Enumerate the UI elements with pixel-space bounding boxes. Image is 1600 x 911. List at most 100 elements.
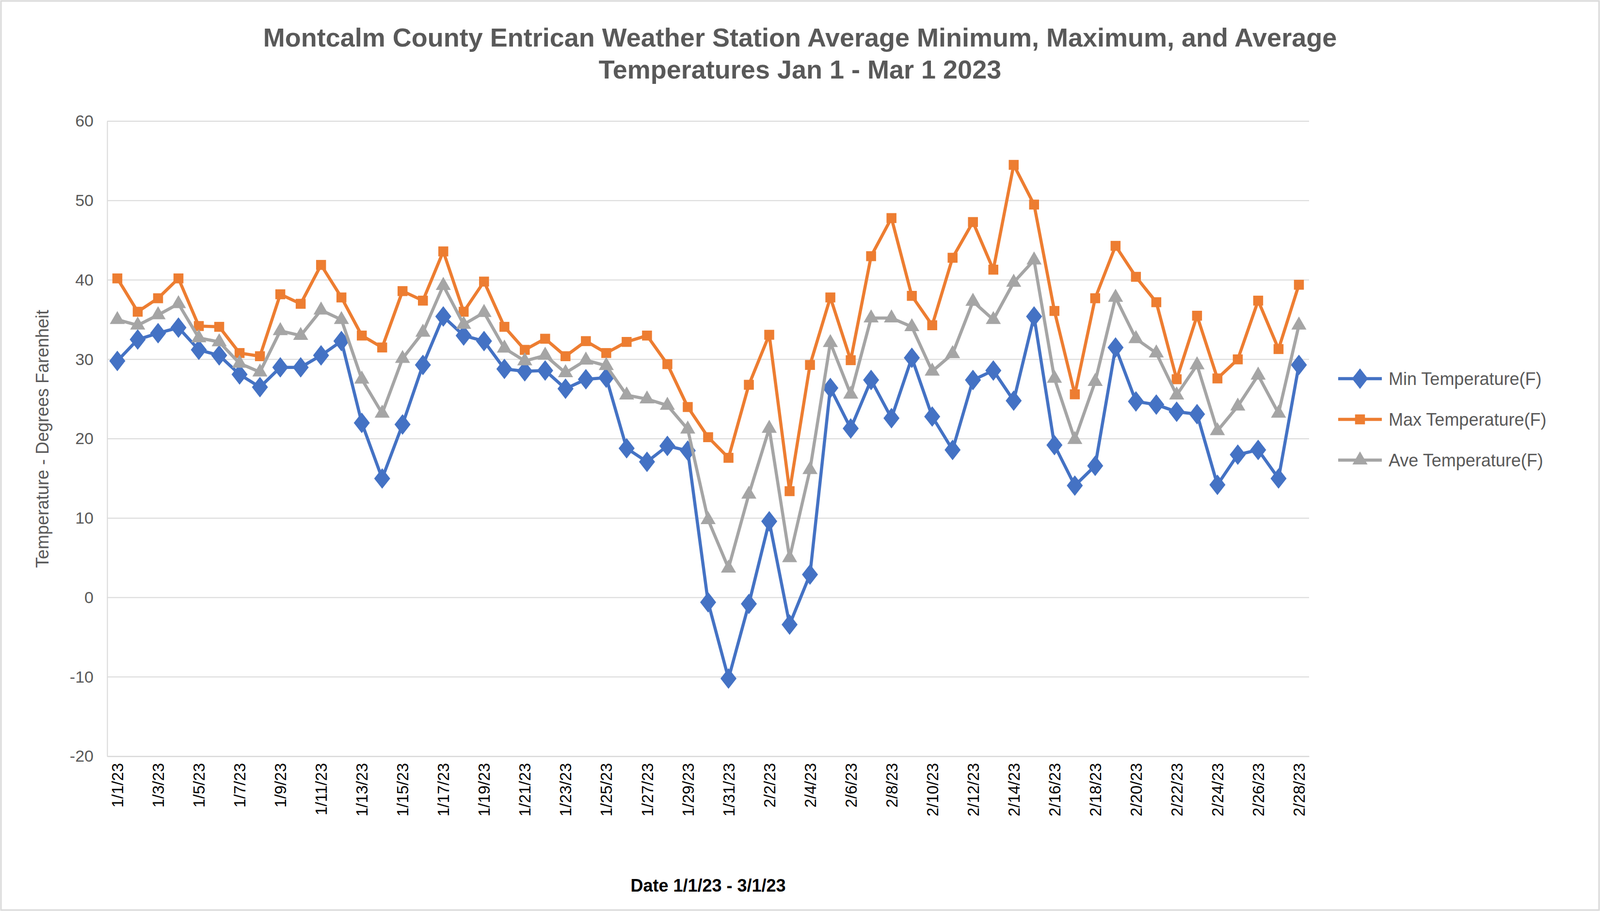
marker	[662, 359, 672, 369]
marker	[496, 358, 513, 380]
marker	[1046, 369, 1062, 384]
grid-line	[107, 755, 1310, 757]
x-tick: 1/19/23	[475, 756, 494, 817]
marker	[316, 259, 326, 270]
marker	[255, 351, 265, 361]
marker	[252, 363, 268, 377]
marker	[865, 251, 876, 261]
x-tick: 1/5/23	[190, 756, 208, 808]
marker	[1006, 273, 1022, 287]
x-tick-label: 2/10/23	[923, 763, 942, 817]
marker	[313, 345, 330, 366]
marker	[927, 320, 937, 331]
marker	[1290, 354, 1307, 375]
marker	[903, 347, 920, 368]
marker	[211, 333, 227, 347]
x-tick-label: 1/27/23	[638, 763, 656, 817]
marker	[499, 321, 510, 332]
marker	[720, 668, 737, 689]
marker	[822, 334, 838, 348]
marker	[1026, 251, 1042, 265]
y-tick: -20	[69, 746, 108, 766]
y-axis-line	[107, 121, 109, 757]
marker	[764, 329, 774, 340]
marker	[1148, 394, 1165, 415]
title-line: Temperatures Jan 1 - Mar 1 2023	[598, 54, 1002, 84]
marker	[1107, 336, 1124, 358]
marker	[680, 420, 696, 434]
marker	[435, 306, 452, 327]
x-tick: 2/14/23	[1005, 756, 1024, 817]
x-tick: 1/25/23	[597, 756, 616, 817]
marker	[557, 378, 574, 400]
marker	[354, 370, 370, 384]
marker	[1212, 373, 1223, 384]
marker	[356, 330, 367, 341]
marker	[924, 362, 940, 376]
marker	[802, 461, 818, 475]
marker	[1168, 401, 1185, 422]
plot: -20-1001020304050601/1/231/3/231/5/231/7…	[69, 111, 1310, 817]
chart-frame	[0, 0, 1600, 911]
x-axis: 1/1/231/3/231/5/231/7/231/9/231/11/231/1…	[107, 756, 1310, 817]
x-tick-label: 1/17/23	[434, 763, 453, 817]
marker	[1110, 240, 1121, 251]
legend-label: Max Temperature(F)	[1388, 409, 1547, 430]
marker	[292, 356, 309, 378]
marker	[906, 290, 917, 301]
x-tick: 2/6/23	[842, 756, 861, 808]
marker	[1291, 316, 1307, 330]
y-tick: 0	[84, 588, 108, 607]
x-axis-title: Date 1/1/23 - 3/1/23	[630, 875, 786, 896]
x-tick: 2/4/23	[801, 756, 820, 808]
x-tick-label: 2/14/23	[1005, 763, 1024, 817]
marker	[272, 356, 289, 378]
title: Montcalm County Entrican Weather Station…	[263, 22, 1337, 84]
x-tick: 2/10/23	[923, 756, 942, 817]
marker	[804, 359, 815, 370]
marker	[109, 310, 125, 324]
x-tick: 1/1/23	[108, 756, 127, 808]
marker	[639, 451, 656, 472]
marker	[639, 390, 655, 404]
x-tick: 1/29/23	[679, 756, 698, 817]
x-tick: 2/12/23	[964, 756, 983, 817]
marker	[967, 217, 978, 227]
x-tick-label: 1/9/23	[271, 763, 290, 808]
x-tick: 1/9/23	[271, 756, 290, 808]
legend: Min Temperature(F)Max Temperature(F)Ave …	[1338, 368, 1547, 471]
x-tick-label: 1/15/23	[393, 763, 412, 817]
marker	[438, 246, 448, 256]
marker	[682, 401, 693, 412]
marker	[641, 330, 652, 341]
y-tick-label: 10	[75, 508, 94, 528]
marker	[842, 417, 859, 439]
x-tick-label: 2/24/23	[1208, 763, 1227, 817]
marker	[435, 276, 451, 290]
x-tick-label: 1/25/23	[597, 763, 616, 817]
marker	[924, 406, 941, 427]
marker	[740, 593, 757, 614]
marker	[1066, 475, 1083, 496]
x-tick: 2/26/23	[1249, 756, 1268, 817]
grid-line	[107, 358, 1310, 360]
y-axis: -20-100102030405060	[69, 111, 108, 766]
marker	[1151, 297, 1162, 307]
marker	[456, 315, 472, 329]
legend-swatch-marker	[1355, 414, 1365, 425]
marker	[1107, 288, 1123, 303]
marker	[621, 336, 632, 347]
marker	[863, 369, 880, 391]
marker	[1070, 389, 1080, 400]
marker	[1049, 305, 1060, 316]
marker	[374, 404, 390, 418]
x-tick-label: 2/2/23	[760, 763, 779, 808]
marker	[1270, 468, 1287, 489]
marker	[1188, 403, 1205, 425]
marker	[1270, 404, 1286, 418]
marker	[537, 346, 553, 360]
marker	[129, 316, 145, 330]
x-tick: 1/15/23	[393, 756, 412, 817]
x-tick-label: 2/28/23	[1290, 763, 1309, 817]
marker	[334, 310, 350, 324]
